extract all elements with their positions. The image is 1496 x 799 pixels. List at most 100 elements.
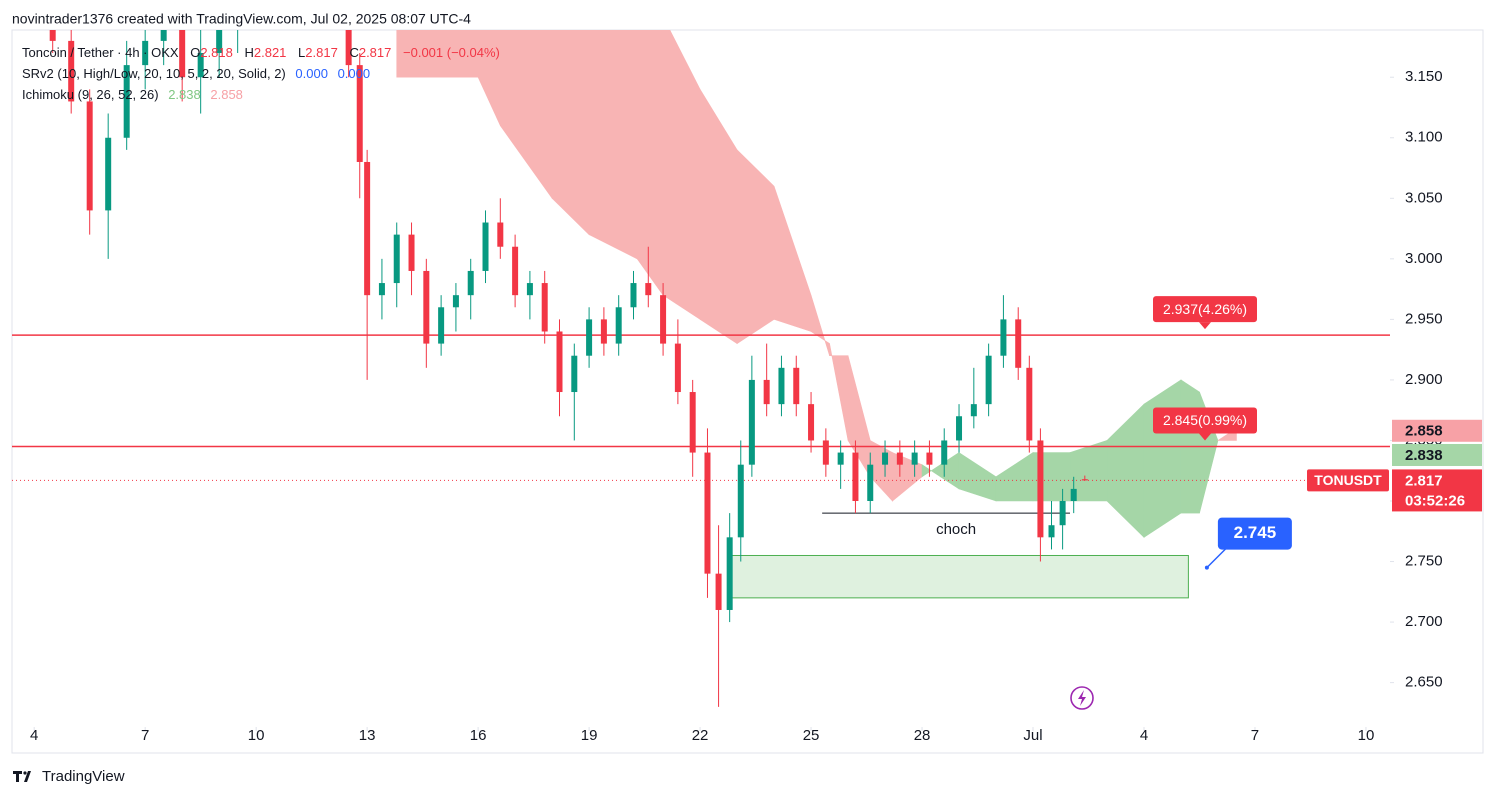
candle-body	[378, 283, 385, 296]
candle-body	[715, 573, 722, 610]
ichimoku-cloud	[588, 30, 638, 260]
level-badge-pointer	[1199, 322, 1211, 330]
y-tick-label: 3.150	[1405, 68, 1443, 85]
legend-h: 2.821	[254, 45, 287, 60]
axes: 2.6502.7002.7502.8002.8502.9002.9503.000…	[30, 68, 1443, 744]
candle-body	[452, 295, 459, 308]
ichimoku-cloud	[1143, 379, 1182, 538]
x-tick-label: 7	[141, 727, 149, 744]
x-tick-label: 22	[692, 727, 709, 744]
level-label: 2.937(4.26%)	[1163, 301, 1247, 317]
x-tick-label: 10	[248, 727, 265, 744]
candle-body	[345, 30, 352, 66]
legend-ichimoku-value: 2.838	[168, 87, 201, 102]
candle-body	[822, 440, 829, 465]
candle-body	[497, 222, 504, 247]
legend-change: −0.001 (−0.04%)	[403, 45, 500, 60]
legend-ichimoku: Ichimoku (9, 26, 52, 26)	[22, 87, 159, 102]
y-tick-label: 3.100	[1405, 129, 1443, 146]
credit: novintrader1376 created with TradingView…	[12, 11, 471, 27]
x-tick-label: 13	[359, 727, 376, 744]
candle-body	[408, 234, 415, 271]
candle-body	[142, 40, 149, 66]
candle-body	[985, 355, 992, 405]
candle-body	[1070, 488, 1077, 502]
candle-body	[423, 270, 430, 344]
candle-body	[600, 319, 607, 344]
candle-body	[896, 452, 903, 465]
candle-body	[737, 464, 744, 538]
legend-ichimoku-row: Ichimoku (9, 26, 52, 26) 2.838 2.858	[22, 87, 243, 102]
candle-body	[49, 30, 56, 41]
level-badge-bg	[1153, 407, 1257, 434]
candle-body	[645, 283, 652, 296]
candle-body	[1037, 440, 1044, 538]
symbol-tag-label: TONUSDT	[1314, 472, 1382, 488]
callout-box	[1217, 517, 1292, 550]
candle-body	[704, 452, 711, 574]
price-tag-label: 2.858	[1405, 423, 1443, 440]
candle-body	[123, 65, 130, 138]
candle-body	[364, 161, 371, 296]
legend-h-label: H	[244, 45, 253, 60]
candle-body	[726, 537, 733, 610]
candle-body	[438, 307, 445, 344]
candle-body	[852, 452, 859, 502]
chart-frame	[11, 29, 1484, 754]
ichimoku-cloud	[636, 30, 664, 297]
candle-body	[393, 234, 400, 284]
legend-srv2: SRv2 (10, High/Low, 20, 10, 5, 2, 20, So…	[22, 66, 286, 81]
x-tick-label: 4	[30, 727, 38, 744]
legend-srv2-row: SRv2 (10, High/Low, 20, 10, 5, 2, 20, So…	[22, 66, 370, 81]
y-tick-label: 2.950	[1405, 310, 1443, 327]
lightning-icon[interactable]	[1070, 686, 1094, 710]
candle-body	[748, 379, 755, 465]
candle-body	[512, 246, 519, 296]
legend-symbol: Toncoin / Tether · 4h · OKX	[22, 45, 179, 60]
candle-body	[467, 270, 474, 296]
x-tick-label: Jul	[1023, 727, 1042, 744]
y-tick-label: 2.900	[1405, 371, 1443, 388]
candle-body	[1048, 525, 1055, 538]
level-badge-bg	[1153, 296, 1257, 323]
candle-body	[216, 30, 223, 54]
candle-body	[808, 404, 815, 441]
candle-body	[1081, 479, 1088, 481]
candle-body	[197, 53, 204, 78]
callout-label: 2.745	[1234, 523, 1277, 542]
candle-body	[541, 283, 548, 332]
x-tick-label: 19	[581, 727, 598, 744]
price-tag-bg	[1392, 443, 1482, 466]
legend-srv2-value: 0.000	[338, 66, 371, 81]
candle-body	[160, 30, 167, 41]
ichimoku-cloud	[396, 30, 479, 78]
candle-body	[68, 40, 75, 102]
level-label: 2.845(0.99%)	[1163, 412, 1247, 428]
x-tick-label: 4	[1140, 727, 1148, 744]
tradingview-logo	[13, 771, 31, 782]
legend-l: 2.817	[305, 45, 338, 60]
callout-anchor	[1204, 565, 1209, 570]
candle-body	[630, 283, 637, 308]
candle-body	[1026, 367, 1033, 441]
x-tick-label: 16	[470, 727, 487, 744]
x-tick-label: 28	[914, 727, 931, 744]
candle-body	[660, 295, 667, 344]
plot-area: choch	[12, 30, 1390, 707]
level-badge-pointer	[1199, 433, 1211, 441]
legend-ichimoku-value: 2.858	[210, 87, 243, 102]
price-tag-bg	[1392, 419, 1482, 442]
candle-body	[793, 367, 800, 405]
candle-body	[1059, 501, 1066, 526]
candle-body	[356, 65, 363, 162]
legend-o: 2.818	[200, 45, 233, 60]
legend-l-label: L	[298, 45, 305, 60]
footer-brand: TradingView	[42, 768, 125, 785]
candle-body	[526, 283, 533, 296]
y-tick-label: 3.000	[1405, 250, 1443, 267]
candle-body	[674, 343, 681, 393]
candle-body	[882, 452, 889, 465]
candle-body	[482, 222, 489, 271]
ichimoku-cloud	[477, 30, 501, 126]
